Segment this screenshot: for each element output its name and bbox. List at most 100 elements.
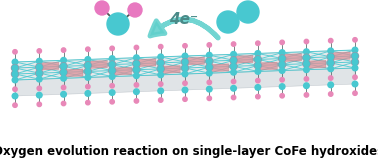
- Circle shape: [108, 67, 116, 74]
- Circle shape: [108, 61, 116, 68]
- Polygon shape: [15, 50, 355, 80]
- Circle shape: [110, 100, 114, 104]
- Circle shape: [280, 78, 284, 82]
- Circle shape: [279, 55, 286, 62]
- Circle shape: [255, 63, 261, 68]
- Circle shape: [134, 99, 139, 103]
- Circle shape: [304, 61, 309, 67]
- Polygon shape: [112, 67, 132, 75]
- Circle shape: [352, 59, 358, 65]
- Circle shape: [279, 68, 285, 73]
- Circle shape: [206, 86, 212, 92]
- Circle shape: [230, 63, 237, 70]
- Circle shape: [61, 75, 67, 81]
- Polygon shape: [88, 61, 107, 68]
- Circle shape: [237, 1, 259, 23]
- Circle shape: [279, 56, 285, 61]
- Circle shape: [37, 102, 42, 107]
- Circle shape: [86, 100, 90, 105]
- Circle shape: [181, 58, 189, 65]
- Circle shape: [110, 84, 114, 88]
- Circle shape: [61, 64, 67, 69]
- Circle shape: [183, 44, 187, 48]
- Circle shape: [60, 63, 67, 70]
- Circle shape: [36, 64, 43, 71]
- Circle shape: [328, 66, 333, 72]
- Circle shape: [158, 66, 164, 72]
- Circle shape: [134, 73, 139, 79]
- Circle shape: [85, 91, 91, 96]
- Polygon shape: [307, 60, 326, 68]
- Circle shape: [328, 92, 333, 96]
- Polygon shape: [161, 66, 180, 73]
- Circle shape: [37, 76, 42, 82]
- Circle shape: [303, 54, 310, 61]
- Circle shape: [279, 50, 285, 55]
- Circle shape: [182, 59, 188, 65]
- Circle shape: [328, 54, 333, 60]
- Circle shape: [231, 64, 236, 69]
- Circle shape: [183, 81, 187, 85]
- Circle shape: [352, 81, 358, 87]
- Circle shape: [109, 90, 115, 95]
- Circle shape: [157, 65, 164, 72]
- Circle shape: [86, 84, 90, 89]
- Circle shape: [107, 13, 129, 35]
- Circle shape: [231, 79, 236, 84]
- Polygon shape: [64, 69, 83, 77]
- Circle shape: [206, 58, 212, 64]
- Circle shape: [328, 82, 333, 88]
- Circle shape: [134, 83, 139, 87]
- Circle shape: [158, 54, 164, 60]
- Circle shape: [128, 3, 142, 17]
- Circle shape: [254, 56, 261, 63]
- Circle shape: [280, 94, 284, 98]
- Circle shape: [11, 70, 19, 77]
- Polygon shape: [39, 62, 59, 70]
- Circle shape: [85, 63, 91, 68]
- Circle shape: [13, 103, 17, 107]
- Text: 4e⁻: 4e⁻: [169, 12, 198, 27]
- Circle shape: [304, 49, 309, 55]
- Circle shape: [304, 55, 309, 61]
- Circle shape: [37, 58, 42, 64]
- Circle shape: [182, 71, 188, 77]
- Circle shape: [84, 62, 91, 69]
- Circle shape: [206, 58, 213, 65]
- Circle shape: [304, 83, 309, 88]
- Circle shape: [255, 51, 261, 56]
- Circle shape: [37, 49, 42, 53]
- Circle shape: [328, 76, 333, 80]
- Circle shape: [158, 60, 164, 66]
- Circle shape: [11, 64, 19, 71]
- Circle shape: [12, 77, 18, 83]
- Circle shape: [13, 87, 17, 91]
- Circle shape: [231, 58, 236, 63]
- Circle shape: [158, 82, 163, 86]
- Circle shape: [182, 65, 188, 71]
- Circle shape: [13, 50, 17, 54]
- Circle shape: [280, 40, 284, 45]
- Circle shape: [109, 62, 115, 67]
- Circle shape: [61, 69, 67, 75]
- Circle shape: [37, 70, 42, 76]
- Circle shape: [352, 65, 358, 71]
- Circle shape: [256, 94, 260, 99]
- Circle shape: [327, 59, 334, 66]
- Circle shape: [352, 52, 358, 59]
- Circle shape: [304, 67, 309, 73]
- Circle shape: [109, 56, 115, 61]
- Circle shape: [279, 61, 286, 68]
- Circle shape: [86, 47, 90, 51]
- Circle shape: [37, 92, 42, 98]
- Circle shape: [279, 84, 285, 89]
- Polygon shape: [234, 55, 253, 63]
- Circle shape: [95, 1, 109, 15]
- Circle shape: [328, 38, 333, 43]
- Circle shape: [231, 86, 236, 91]
- Circle shape: [206, 52, 212, 58]
- Circle shape: [328, 48, 333, 54]
- Circle shape: [134, 55, 139, 61]
- Circle shape: [110, 46, 114, 51]
- Polygon shape: [136, 59, 156, 67]
